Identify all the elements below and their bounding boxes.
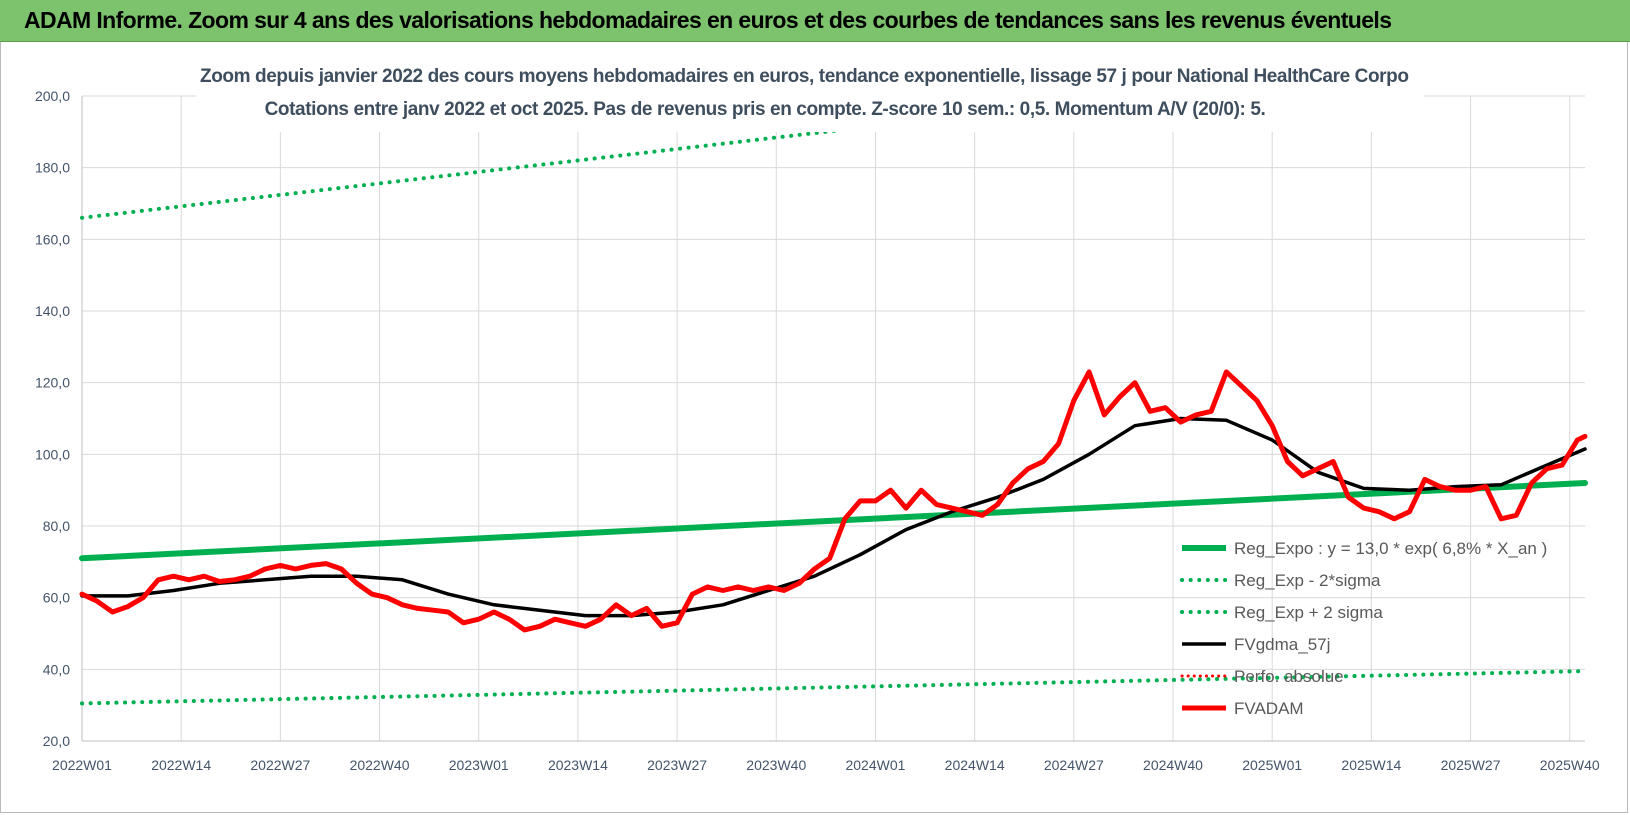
report-banner: ADAM Informe. Zoom sur 4 ans des valoris…	[0, 0, 1630, 42]
x-tick-label: 2022W40	[350, 757, 410, 773]
y-tick-label: 40,0	[43, 661, 70, 677]
y-axis-ticks: 20,0 40,0 60,0 80,0 100,0 120,0 140,0 160,0 180,…	[35, 88, 70, 749]
legend-label-reg-expo-y-13-0-exp-6-8-x-an: Reg_Expo : y = 13,0 * exp( 6,8% * X_an )	[1234, 539, 1547, 558]
legend-label-reg-exp-2-sigma: Reg_Exp + 2 sigma	[1234, 603, 1383, 622]
legend-label-fvadam: FVADAM	[1234, 699, 1304, 718]
x-tick-label: 2023W01	[449, 757, 509, 773]
y-tick-label: 180,0	[35, 160, 70, 176]
y-tick-label: 200,0	[35, 88, 70, 104]
report-title: ADAM Informe. Zoom sur 4 ans des valoris…	[24, 7, 1392, 33]
x-tick-label: 2023W14	[548, 757, 608, 773]
x-tick-label: 2024W27	[1044, 757, 1104, 773]
chart-title: Zoom depuis janvier 2022 des cours moyen…	[200, 66, 1409, 87]
x-tick-label: 2023W27	[647, 757, 707, 773]
chart-subtitle: Cotations entre janv 2022 et oct 2025. P…	[264, 99, 1266, 120]
x-tick-label: 2022W27	[250, 757, 310, 773]
series-line-reg-expo-y-13-0-exp-6-8-x-an	[79, 480, 1588, 562]
y-tick-label: 140,0	[35, 303, 70, 319]
legend-label-reg-exp-2-sigma: Reg_Exp - 2*sigma	[1234, 571, 1381, 590]
legend: Reg_Expo : y = 13,0 * exp( 6,8% * X_an )…	[1180, 539, 1547, 718]
y-tick-label: 20,0	[43, 733, 70, 749]
x-axis-ticks: 2022W01 2022W14 2022W27 2022W40 2023W01 2023W…	[52, 757, 1600, 773]
y-tick-label: 120,0	[35, 375, 70, 391]
legend-label-perfo-absolue: Perfo. absolue	[1234, 667, 1344, 686]
x-tick-label: 2024W01	[845, 757, 905, 773]
x-tick-label: 2025W01	[1242, 757, 1302, 773]
y-tick-label: 100,0	[35, 446, 70, 462]
y-tick-label: 160,0	[35, 231, 70, 247]
x-tick-label: 2024W14	[945, 757, 1005, 773]
x-tick-label: 2025W40	[1540, 757, 1600, 773]
series-line-fvadam	[79, 369, 1588, 633]
legend-label-fvgdma-57j: FVgdma_57j	[1234, 635, 1330, 654]
x-tick-label: 2025W14	[1341, 757, 1401, 773]
y-tick-label: 80,0	[43, 518, 70, 534]
x-tick-label: 2022W01	[52, 757, 112, 773]
title-backdrop	[196, 58, 1424, 132]
grid-lines	[81, 95, 1585, 742]
y-tick-label: 60,0	[43, 590, 70, 606]
x-tick-label: 2022W14	[151, 757, 211, 773]
x-tick-label: 2023W40	[746, 757, 806, 773]
series-line-reg-exp-2-sigma	[80, 669, 1587, 706]
x-tick-label: 2024W40	[1143, 757, 1203, 773]
x-tick-label: 2025W27	[1441, 757, 1501, 773]
